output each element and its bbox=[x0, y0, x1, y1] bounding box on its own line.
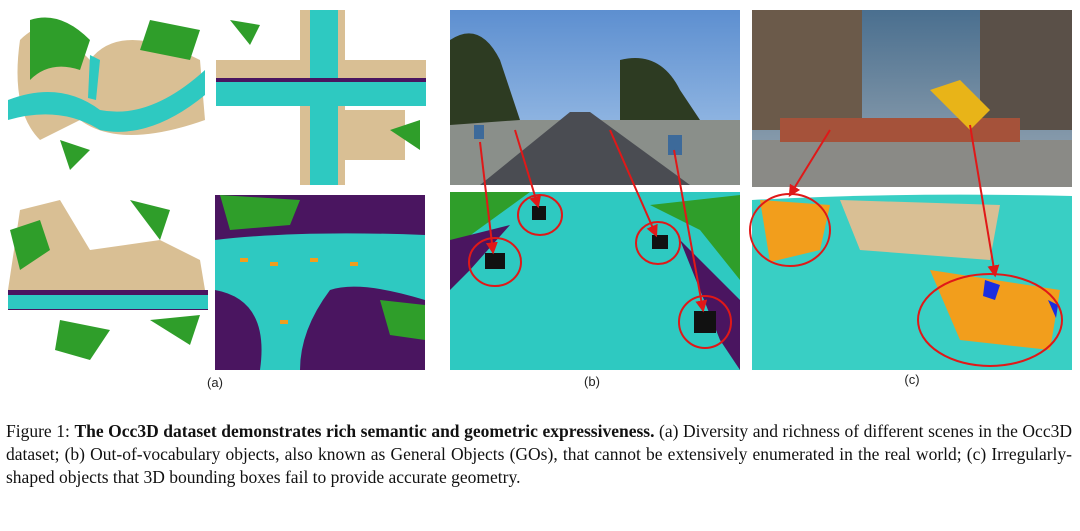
map-a3 bbox=[8, 200, 208, 360]
map-a4 bbox=[215, 195, 425, 370]
photo-c bbox=[752, 10, 1072, 187]
caption-body: (a) Diversity and richness of different … bbox=[6, 421, 1072, 487]
photo-b bbox=[450, 10, 740, 185]
map-a1 bbox=[8, 17, 205, 170]
occ-c bbox=[749, 124, 1072, 370]
caption: Figure 1: The Occ3D dataset demonstrates… bbox=[6, 420, 1072, 489]
figure: (a) (b) bbox=[8, 10, 1072, 390]
caption-prefix: Figure 1: bbox=[6, 421, 70, 441]
panel-label: (a) bbox=[207, 375, 223, 390]
panel-label: (b) bbox=[584, 374, 600, 389]
map-a2 bbox=[216, 10, 426, 185]
panel-label: (c) bbox=[904, 372, 919, 387]
caption-title: The Occ3D dataset demonstrates rich sema… bbox=[74, 421, 655, 441]
occ-b bbox=[450, 129, 740, 370]
